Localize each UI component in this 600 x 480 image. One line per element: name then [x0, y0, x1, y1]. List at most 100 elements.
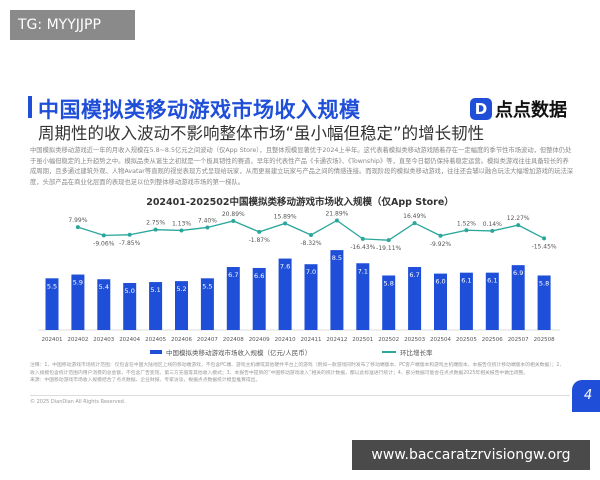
growth-label: -15.45%: [532, 243, 557, 250]
legend-item-growth: 环比增长率: [382, 347, 433, 357]
overlay-label: TG: MYYJJPP: [10, 10, 135, 40]
bar: [149, 282, 163, 330]
divider: [30, 395, 570, 396]
x-tick-label: 202404: [119, 337, 140, 343]
growth-point: [464, 228, 469, 233]
copyright: © 2025 DianDian All Rights Reserved.: [30, 399, 126, 405]
watermark-url: www.baccaratzrvisiongw.org: [352, 440, 590, 470]
x-tick-label: 202505: [456, 337, 477, 343]
x-tick-label: 202402: [67, 337, 88, 343]
x-tick-label: 202507: [508, 337, 529, 343]
bar-value-label: 6.7: [228, 271, 238, 279]
source-text: 来源：中国移动游戏市场收入规模结合了点点数据、企业财报、专家访谈，根据点点数据统…: [30, 378, 261, 383]
growth-label: 21.89%: [325, 210, 348, 217]
bar-value-label: 5.2: [176, 285, 186, 293]
page-title: 中国模拟类移动游戏市场收入规模: [38, 98, 361, 122]
bar: [330, 250, 344, 330]
x-tick-label: 202401: [42, 337, 63, 343]
growth-label: -7.85%: [119, 240, 141, 247]
legend-item-revenue: 中国模拟类移动游戏市场收入规模（亿元/人民币）: [150, 347, 311, 357]
bar-value-label: 7.6: [280, 263, 290, 271]
growth-point: [101, 233, 106, 238]
bar-value-label: 7.0: [306, 268, 316, 276]
notes-text: 注释：1、中国移动游戏市场统计范围：仅包含在中国大陆地区上线的移动端游戏，不包含…: [30, 363, 565, 376]
x-tick-label: 202506: [482, 337, 503, 343]
x-tick-label: 202405: [145, 337, 166, 343]
page-number: 4: [572, 380, 600, 412]
x-tick-label: 202409: [249, 337, 270, 343]
bar-value-label: 6.7: [409, 271, 419, 279]
growth-point: [75, 225, 80, 230]
growth-point: [516, 223, 521, 228]
growth-point: [205, 225, 210, 230]
page-subtitle: 周期性的收入波动不影响整体市场“虽小幅但稳定”的增长韧性: [38, 124, 485, 143]
growth-point: [127, 232, 132, 237]
bar: [252, 267, 266, 330]
x-tick-label: 202406: [171, 337, 192, 343]
footnotes: 注释：1、中国移动游戏市场统计范围：仅包含在中国大陆地区上线的移动端游戏，不包含…: [30, 362, 565, 385]
logo-icon: D: [470, 98, 492, 120]
growth-label: 15.89%: [274, 213, 297, 220]
bar: [408, 267, 422, 330]
growth-label: 16.49%: [403, 213, 426, 220]
bar-value-label: 5.8: [384, 279, 394, 287]
bar-value-label: 5.5: [202, 282, 212, 290]
bar: [226, 267, 240, 330]
bar: [175, 281, 188, 330]
bar-value-label: 8.5: [332, 254, 342, 262]
growth-point: [231, 218, 236, 223]
bar: [123, 283, 137, 330]
growth-label: 1.52%: [457, 220, 476, 227]
x-tick-label: 202502: [378, 337, 399, 343]
x-tick-label: 202503: [404, 337, 425, 343]
growth-label: -16.43%: [350, 244, 375, 251]
bar: [485, 272, 499, 330]
bar-value-label: 5.4: [99, 283, 109, 291]
bar-value-label: 6.6: [254, 272, 264, 280]
bar-value-label: 6.9: [513, 269, 523, 277]
x-tick-label: 202403: [93, 337, 114, 343]
x-tick-label: 202501: [352, 337, 373, 343]
growth-point: [257, 229, 262, 234]
growth-label: 12.27%: [507, 215, 530, 222]
title-accent: [28, 96, 32, 118]
bar: [459, 272, 473, 330]
growth-point: [283, 221, 288, 226]
growth-label: -9.06%: [93, 240, 115, 247]
legend-swatch-bar: [150, 350, 162, 354]
x-tick-label: 202412: [326, 337, 347, 343]
growth-point: [490, 228, 495, 233]
bar: [356, 263, 370, 330]
bar: [71, 274, 85, 330]
logo: D 点点数据: [470, 96, 567, 122]
legend-swatch-line: [382, 351, 396, 353]
growth-label: 1.13%: [172, 220, 191, 227]
growth-point: [412, 221, 417, 226]
bar: [382, 275, 396, 330]
bar-value-label: 5.0: [125, 287, 135, 295]
x-tick-label: 202408: [223, 337, 244, 343]
growth-label: 2.75%: [146, 220, 165, 227]
bar-value-label: 7.1: [358, 267, 368, 275]
x-tick-label: 202508: [534, 337, 555, 343]
growth-point: [179, 228, 184, 233]
growth-point: [542, 236, 547, 241]
growth-label: 20.89%: [222, 211, 245, 218]
x-tick-label: 202407: [197, 337, 218, 343]
x-tick-label: 202504: [430, 337, 451, 343]
legend-label: 环比增长率: [400, 349, 433, 357]
growth-point: [153, 227, 158, 232]
x-tick-label: 202410: [275, 337, 296, 343]
chart-title: 202401-202502中国模拟类移动游戏市场收入规模（仅App Store）: [146, 197, 454, 208]
growth-label: -1.87%: [249, 237, 271, 244]
bar-value-label: 5.5: [47, 282, 57, 290]
bar: [537, 275, 551, 330]
bar-value-label: 6.1: [487, 277, 497, 285]
legend-label: 中国模拟类移动游戏市场收入规模（亿元/人民币）: [166, 349, 312, 357]
x-tick-label: 202411: [301, 337, 322, 343]
bar-value-label: 6.1: [461, 277, 471, 285]
bar: [304, 264, 318, 330]
growth-label: 7.99%: [68, 217, 87, 224]
bar: [434, 273, 447, 330]
